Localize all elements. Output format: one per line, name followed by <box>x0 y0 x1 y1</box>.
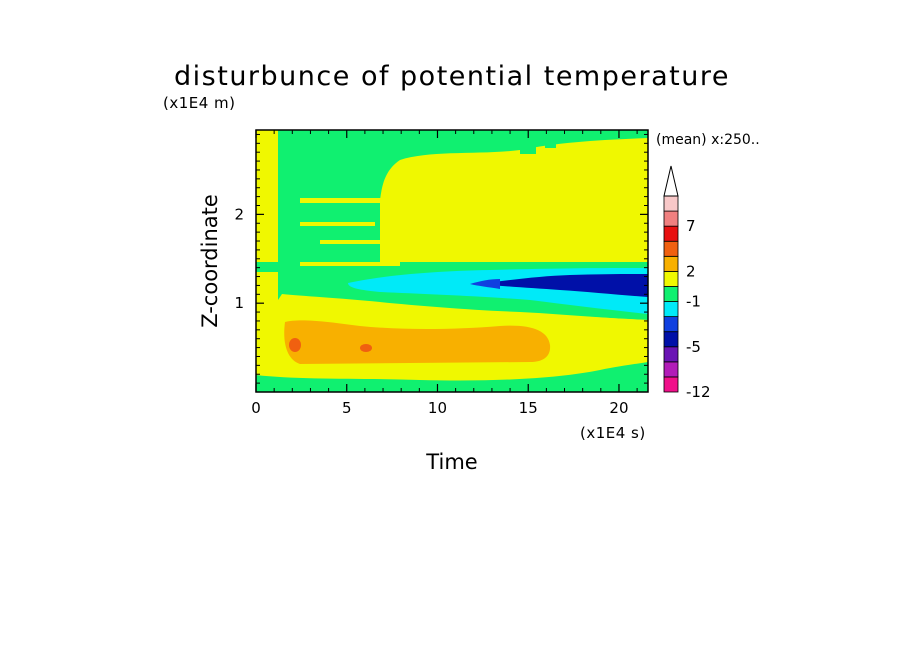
colorbar-triangle <box>663 165 679 197</box>
colorbar-swatch <box>663 225 679 242</box>
x-tick-label: 15 <box>519 399 538 417</box>
region-green-left <box>256 262 280 272</box>
y-tick-label: 1 <box>234 294 244 312</box>
colorbar-swatch <box>663 316 679 333</box>
x-tick-label: 5 <box>342 399 352 417</box>
colorbar-label: 2 <box>686 262 696 280</box>
colorbar-swatch <box>663 255 679 272</box>
colorbar-note: (mean) x:250.. <box>656 132 760 148</box>
region-blue-edge <box>470 279 500 289</box>
y-unit-label: (x1E4 m) <box>163 94 236 112</box>
colorbar-label: -5 <box>686 338 701 356</box>
x-tick-labels: 0 5 10 15 20 <box>251 399 628 417</box>
region-orange-core <box>284 320 551 364</box>
x-unit-label: (x1E4 s) <box>580 424 646 442</box>
y-axis-label: Z-coordinate <box>198 194 222 328</box>
colorbar-label: 7 <box>686 217 696 235</box>
colorbar-label: -12 <box>686 383 711 401</box>
x-tick-label: 10 <box>428 399 447 417</box>
plot-area <box>255 129 649 393</box>
colorbar-swatch <box>663 346 679 363</box>
x-axis-label: Time <box>425 450 477 474</box>
region-green-bottom <box>256 362 648 392</box>
axis-ticks <box>255 130 648 392</box>
region-green-upper <box>278 130 648 262</box>
x-tick-label: 20 <box>609 399 628 417</box>
region-orange-spot-2 <box>360 344 372 352</box>
region-green-flecks <box>500 136 556 154</box>
x-tick-label: 0 <box>251 399 261 417</box>
colorbar-swatch <box>663 331 679 348</box>
colorbar-swatch <box>663 361 679 378</box>
region-orange-spot-1 <box>289 338 301 352</box>
colorbar-label: -1 <box>686 293 701 311</box>
colorbar-swatch <box>663 270 679 287</box>
colorbar-swatch <box>663 240 679 257</box>
y-tick-label: 2 <box>234 205 244 223</box>
colorbar-swatch <box>663 376 679 393</box>
colorbar-swatch <box>663 195 679 212</box>
plot-frame <box>255 129 649 393</box>
colorbar-swatch <box>663 286 679 302</box>
y-tick-labels: 12 <box>234 205 244 312</box>
colorbar-swatch <box>663 301 679 318</box>
region-blue-core <box>478 274 648 297</box>
chart-title: disturbunce of potential temperature <box>174 61 730 92</box>
colorbar: 7 2 -1 -5 -12 <box>663 165 711 401</box>
colorbar-swatch <box>663 210 679 227</box>
